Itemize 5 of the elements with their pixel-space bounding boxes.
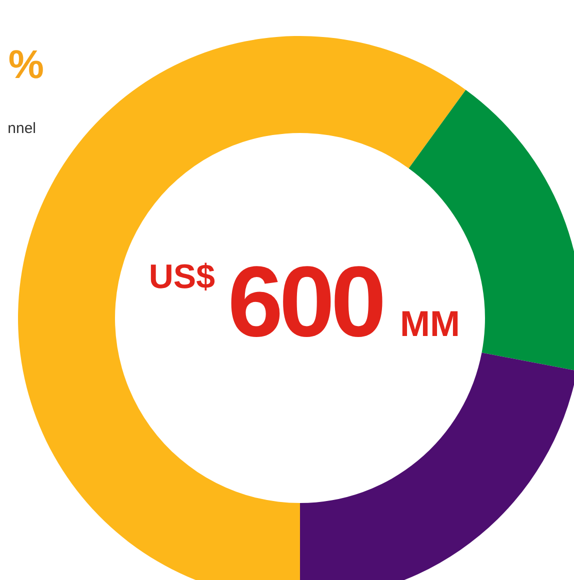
- text: nnel: [8, 120, 36, 137]
- text: MM: [400, 303, 460, 344]
- text: US$: [148, 258, 216, 296]
- text: 600: [228, 246, 383, 358]
- text: %: [8, 43, 44, 87]
